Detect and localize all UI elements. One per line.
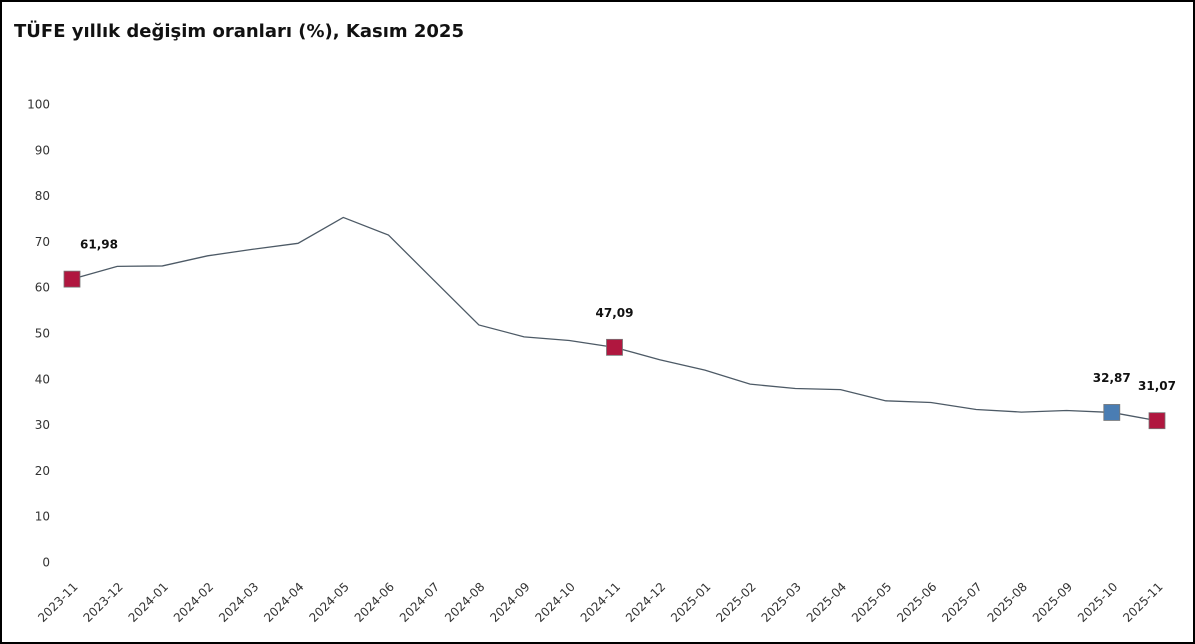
- y-tick-label: 90: [35, 143, 50, 157]
- y-tick-label: 80: [35, 189, 50, 203]
- chart-title: TÜFE yıllık değişim oranları (%), Kasım …: [14, 20, 464, 42]
- marker: [63, 270, 81, 288]
- y-tick-label: 50: [35, 327, 50, 341]
- marker: [606, 338, 623, 356]
- value-label: 31,07: [1138, 379, 1176, 393]
- value-label: 32,87: [1093, 371, 1131, 385]
- y-tick-label: 10: [35, 510, 50, 524]
- y-tick-label: 20: [35, 464, 50, 478]
- value-label: 47,09: [596, 306, 634, 320]
- y-tick-label: 30: [35, 418, 50, 432]
- y-tick-label: 100: [27, 98, 50, 112]
- y-tick-label: 0: [42, 556, 50, 570]
- y-tick-label: 60: [35, 281, 50, 295]
- marker: [1148, 412, 1166, 430]
- value-label: 61,98: [80, 238, 118, 252]
- marker: [1103, 404, 1121, 421]
- y-tick-label: 40: [35, 372, 50, 386]
- y-tick-label: 70: [35, 235, 50, 249]
